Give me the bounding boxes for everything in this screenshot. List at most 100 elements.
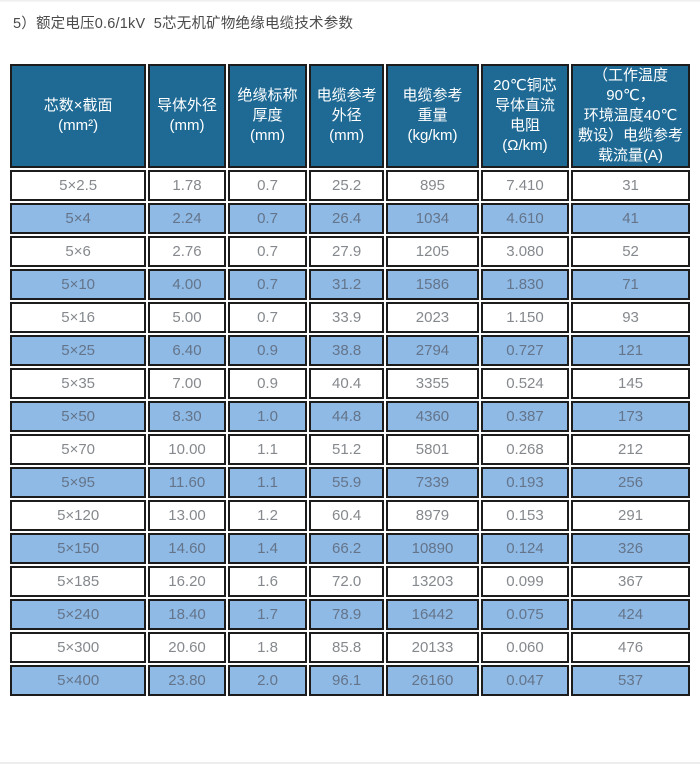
table-cell-core-size: 5×50 [10,401,147,432]
table-cell-ampacity: 121 [571,335,690,366]
table-cell-cable-weight: 1034 [386,203,479,234]
page-title: 5）额定电压0.6/1kV 5芯无机矿物绝缘电缆技术参数 [13,16,354,32]
column-header-cable-weight: 电缆参考 重量 (kg/km) [386,64,479,168]
table-cell-insulation-thickness: 1.1 [227,434,308,465]
table-cell-ampacity: 71 [571,269,690,300]
table-cell-dc-resistance: 0.524 [480,368,570,399]
table-cell-insulation-thickness: 0.7 [227,302,308,333]
table-cell-conductor-od: 2.76 [148,236,226,267]
table-cell-cable-weight: 7339 [386,467,479,498]
table-cell-cable-od: 55.9 [309,467,385,498]
table-cell-cable-od: 38.8 [309,335,385,366]
table-row: 5×240 18.40 1.7 78.9 16442 0.075 424 [10,599,690,630]
table-cell-conductor-od: 4.00 [148,269,226,300]
table-cell-insulation-thickness: 1.1 [227,467,308,498]
table-cell-cable-weight: 8979 [386,500,479,531]
table-cell-core-size: 5×240 [10,599,147,630]
table-cell-ampacity: 424 [571,599,690,630]
table-cell-ampacity: 326 [571,533,690,564]
table-cell-ampacity: 173 [571,401,690,432]
table-cell-ampacity: 41 [571,203,690,234]
table-cell-insulation-thickness: 1.6 [227,566,308,597]
table-cell-cable-od: 44.8 [309,401,385,432]
table-cell-dc-resistance: 1.830 [480,269,570,300]
table-cell-ampacity: 212 [571,434,690,465]
table-cell-cable-od: 40.4 [309,368,385,399]
table-row: 5×120 13.00 1.2 60.4 8979 0.153 291 [10,500,690,531]
column-header-ampacity: （工作温度90℃， 环境温度40℃ 敷设）电缆参考 载流量(A) [571,64,690,168]
table-cell-dc-resistance: 0.124 [480,533,570,564]
table-cell-conductor-od: 11.60 [148,467,226,498]
table-cell-core-size: 5×25 [10,335,147,366]
table-cell-insulation-thickness: 1.0 [227,401,308,432]
table-row: 5×70 10.00 1.1 51.2 5801 0.268 212 [10,434,690,465]
table-row: 5×6 2.76 0.7 27.9 1205 3.080 52 [10,236,690,267]
table-cell-conductor-od: 18.40 [148,599,226,630]
table-row: 5×25 6.40 0.9 38.8 2794 0.727 121 [10,335,690,366]
table-cell-insulation-thickness: 0.7 [227,269,308,300]
table-cell-cable-od: 78.9 [309,599,385,630]
table-cell-conductor-od: 5.00 [148,302,226,333]
table-cell-ampacity: 367 [571,566,690,597]
table-cell-insulation-thickness: 0.7 [227,203,308,234]
table-cell-cable-weight: 10890 [386,533,479,564]
table-cell-cable-od: 26.4 [309,203,385,234]
table-row: 5×50 8.30 1.0 44.8 4360 0.387 173 [10,401,690,432]
table-cell-cable-od: 72.0 [309,566,385,597]
table-cell-cable-weight: 4360 [386,401,479,432]
table-row: 5×2.5 1.78 0.7 25.2 895 7.410 31 [10,170,690,201]
table-cell-core-size: 5×16 [10,302,147,333]
table-cell-cable-weight: 13203 [386,566,479,597]
table-cell-cable-od: 66.2 [309,533,385,564]
table-cell-dc-resistance: 0.153 [480,500,570,531]
table-cell-cable-od: 96.1 [309,665,385,696]
column-header-insulation-thickness: 绝缘标称 厚度 (mm) [227,64,308,168]
table-cell-cable-weight: 20133 [386,632,479,663]
column-header-conductor-od: 导体外径 (mm) [148,64,226,168]
table-row: 5×150 14.60 1.4 66.2 10890 0.124 326 [10,533,690,564]
table-cell-dc-resistance: 3.080 [480,236,570,267]
table-cell-conductor-od: 16.20 [148,566,226,597]
table-cell-cable-weight: 895 [386,170,479,201]
table-cell-cable-weight: 26160 [386,665,479,696]
table-cell-conductor-od: 13.00 [148,500,226,531]
table-row: 5×35 7.00 0.9 40.4 3355 0.524 145 [10,368,690,399]
table-cell-insulation-thickness: 1.2 [227,500,308,531]
table-cell-conductor-od: 14.60 [148,533,226,564]
table-cell-core-size: 5×10 [10,269,147,300]
table-row: 5×185 16.20 1.6 72.0 13203 0.099 367 [10,566,690,597]
table-cell-conductor-od: 20.60 [148,632,226,663]
column-header-core-size: 芯数×截面 (mm²) [10,64,147,168]
table-cell-conductor-od: 8.30 [148,401,226,432]
table-row: 5×400 23.80 2.0 96.1 26160 0.047 537 [10,665,690,696]
table-cell-dc-resistance: 1.150 [480,302,570,333]
table-cell-dc-resistance: 0.387 [480,401,570,432]
table-cell-insulation-thickness: 1.8 [227,632,308,663]
table-cell-dc-resistance: 0.727 [480,335,570,366]
table-cell-cable-weight: 2794 [386,335,479,366]
table-cell-conductor-od: 10.00 [148,434,226,465]
table-cell-core-size: 5×4 [10,203,147,234]
table-cell-cable-od: 27.9 [309,236,385,267]
table-cell-cable-od: 31.2 [309,269,385,300]
table-cell-cable-od: 33.9 [309,302,385,333]
table-cell-insulation-thickness: 0.7 [227,236,308,267]
table-cell-core-size: 5×120 [10,500,147,531]
table-cell-conductor-od: 23.80 [148,665,226,696]
page-top-edge [0,0,700,2]
table-cell-core-size: 5×300 [10,632,147,663]
table-cell-core-size: 5×35 [10,368,147,399]
column-header-dc-resistance: 20℃铜芯 导体直流 电阻 (Ω/km) [480,64,570,168]
table-cell-dc-resistance: 0.075 [480,599,570,630]
table-cell-conductor-od: 2.24 [148,203,226,234]
table-cell-ampacity: 145 [571,368,690,399]
table-row: 5×10 4.00 0.7 31.2 1586 1.830 71 [10,269,690,300]
table-cell-ampacity: 291 [571,500,690,531]
table-cell-conductor-od: 7.00 [148,368,226,399]
table-cell-dc-resistance: 0.099 [480,566,570,597]
table-cell-insulation-thickness: 0.9 [227,368,308,399]
table-row: 5×4 2.24 0.7 26.4 1034 4.610 41 [10,203,690,234]
table-cell-ampacity: 537 [571,665,690,696]
table-cell-cable-weight: 5801 [386,434,479,465]
table-cell-conductor-od: 1.78 [148,170,226,201]
